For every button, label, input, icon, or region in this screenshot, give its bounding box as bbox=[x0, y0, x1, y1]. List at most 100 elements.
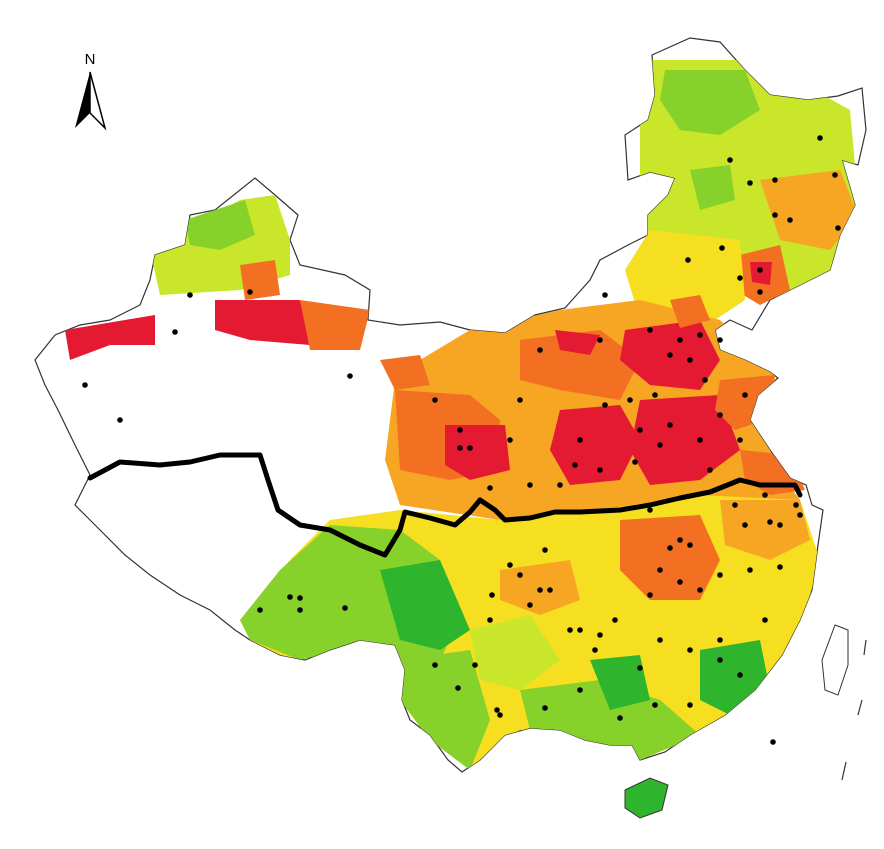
region-yunnan-green bbox=[400, 650, 490, 770]
station-dot bbox=[762, 492, 768, 498]
station-dot bbox=[757, 289, 763, 295]
station-dot bbox=[737, 437, 743, 443]
station-dot bbox=[542, 705, 548, 711]
station-dot bbox=[342, 605, 348, 611]
station-dot bbox=[432, 397, 438, 403]
station-dot bbox=[707, 467, 713, 473]
station-dot bbox=[577, 687, 583, 693]
north-arrow: N bbox=[75, 51, 107, 131]
north-label: N bbox=[85, 51, 96, 68]
station-dot bbox=[687, 542, 693, 548]
station-dot bbox=[597, 337, 603, 343]
station-dot bbox=[597, 632, 603, 638]
station-dot bbox=[247, 289, 253, 295]
region-liaoning-red bbox=[750, 262, 772, 285]
region-guizhou-lime bbox=[470, 615, 560, 690]
station-dot bbox=[187, 292, 193, 298]
station-dot bbox=[647, 592, 653, 598]
station-dot bbox=[770, 739, 776, 745]
station-dot bbox=[697, 332, 703, 338]
station-dot bbox=[677, 579, 683, 585]
region-beijing-orange bbox=[670, 295, 710, 328]
station-dot bbox=[467, 445, 473, 451]
station-dot bbox=[687, 702, 693, 708]
station-dot bbox=[667, 422, 673, 428]
station-dot bbox=[432, 662, 438, 668]
station-dot bbox=[572, 462, 578, 468]
station-dot bbox=[637, 427, 643, 433]
region-hubei-orange bbox=[620, 515, 720, 600]
station-dot bbox=[717, 337, 723, 343]
station-dot bbox=[567, 627, 573, 633]
qinling-huaihe-line bbox=[87, 452, 803, 558]
station-dot bbox=[727, 157, 733, 163]
station-dot bbox=[637, 665, 643, 671]
station-dot bbox=[517, 572, 523, 578]
region-ne-orange bbox=[760, 170, 858, 250]
region-xinjiang-orange bbox=[240, 260, 280, 300]
station-dot bbox=[737, 672, 743, 678]
station-dot bbox=[472, 662, 478, 668]
station-dot bbox=[287, 594, 293, 600]
station-dot bbox=[455, 685, 461, 691]
station-dot bbox=[677, 537, 683, 543]
region-gansu-red bbox=[445, 425, 510, 480]
station-dot bbox=[777, 564, 783, 570]
station-dot bbox=[742, 522, 748, 528]
station-dot bbox=[657, 567, 663, 573]
station-dot bbox=[787, 217, 793, 223]
station-dot bbox=[497, 712, 503, 718]
station-dot bbox=[547, 587, 553, 593]
station-dot bbox=[172, 329, 178, 335]
station-dot bbox=[527, 602, 533, 608]
station-dot bbox=[602, 402, 608, 408]
station-dot bbox=[657, 442, 663, 448]
region-qinghai-orange bbox=[380, 355, 430, 390]
station-dot bbox=[632, 459, 638, 465]
station-dot bbox=[117, 417, 123, 423]
station-dot bbox=[487, 485, 493, 491]
station-dot bbox=[612, 617, 618, 623]
station-dot bbox=[687, 357, 693, 363]
region-shanxi-red bbox=[555, 330, 600, 355]
station-dot bbox=[717, 412, 723, 418]
station-dot bbox=[494, 707, 500, 713]
station-dot bbox=[577, 627, 583, 633]
station-dot bbox=[627, 397, 633, 403]
station-dot bbox=[592, 647, 598, 653]
north-arrow-icon-right bbox=[89, 71, 107, 131]
station-dot bbox=[347, 373, 353, 379]
station-dot bbox=[687, 647, 693, 653]
station-dot bbox=[717, 572, 723, 578]
station-dot bbox=[719, 245, 725, 251]
station-dot bbox=[647, 507, 653, 513]
station-dot bbox=[657, 637, 663, 643]
region-fujian-green bbox=[700, 640, 770, 715]
region-shanxi-orange bbox=[520, 330, 640, 400]
region-ne-green-patch bbox=[690, 165, 735, 210]
station-dot bbox=[757, 267, 763, 273]
station-dot bbox=[732, 502, 738, 508]
region-shandong-red bbox=[630, 395, 740, 485]
station-dot bbox=[542, 547, 548, 553]
station-dot bbox=[82, 382, 88, 388]
station-dot bbox=[697, 437, 703, 443]
station-dot bbox=[717, 657, 723, 663]
station-dot bbox=[772, 212, 778, 218]
station-dot bbox=[617, 715, 623, 721]
station-dot bbox=[677, 337, 683, 343]
station-dot bbox=[597, 467, 603, 473]
station-dot bbox=[817, 135, 823, 141]
station-dot bbox=[257, 607, 263, 613]
station-dot bbox=[557, 482, 563, 488]
station-dot bbox=[832, 172, 838, 178]
region-shanghai-orange bbox=[720, 500, 810, 560]
region-greater-khingan bbox=[660, 70, 760, 135]
region-guangxi-green bbox=[520, 680, 700, 760]
region-kashgar-red bbox=[65, 315, 155, 360]
station-dot bbox=[577, 437, 583, 443]
station-dot bbox=[767, 519, 773, 525]
station-dot bbox=[647, 327, 653, 333]
station-dot bbox=[742, 392, 748, 398]
taiwan-island bbox=[821, 624, 849, 696]
